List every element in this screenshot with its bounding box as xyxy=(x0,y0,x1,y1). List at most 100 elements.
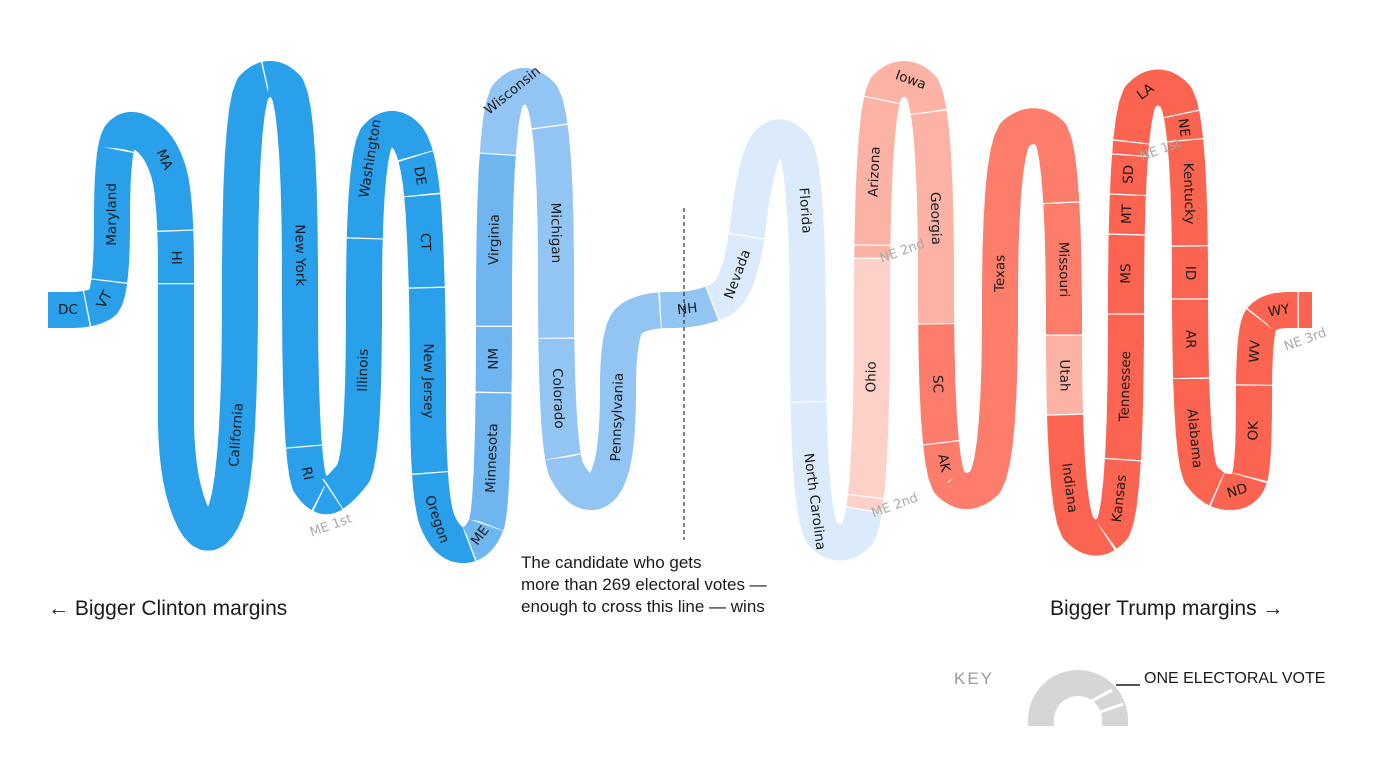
state-segment xyxy=(1167,139,1208,247)
state-label: WV xyxy=(1246,339,1263,363)
state-segment xyxy=(699,229,765,320)
state-label: SD xyxy=(1120,165,1137,185)
state-segment xyxy=(157,227,194,301)
state-segment xyxy=(1043,202,1082,336)
key-arc-divider xyxy=(1099,702,1124,714)
state-label: Virginia xyxy=(486,214,503,265)
state-label: MS xyxy=(1118,263,1134,283)
state-segment xyxy=(1232,368,1272,492)
state-label: Colorado xyxy=(549,368,567,429)
state-label: MT xyxy=(1119,203,1136,224)
state-label: Pennsylvania xyxy=(608,373,627,462)
state-segment xyxy=(73,266,128,327)
state-segment xyxy=(1172,288,1210,380)
state-label: Alabama xyxy=(1183,408,1205,469)
state-label: Indiana xyxy=(1058,462,1080,514)
state-label: California xyxy=(226,402,247,467)
state-segment xyxy=(469,391,512,541)
state-label: Kansas xyxy=(1109,474,1130,523)
key-arc xyxy=(1028,670,1140,726)
state-segment xyxy=(1104,313,1144,473)
state-label: Ohio xyxy=(863,361,879,392)
state-label: Utah xyxy=(1056,359,1072,391)
state-segment xyxy=(346,111,433,240)
state-label: AR xyxy=(1182,330,1198,349)
state-label: WY xyxy=(1267,301,1292,320)
state-segment xyxy=(476,150,516,326)
threshold-note-line: more than 269 electoral votes — xyxy=(521,575,767,594)
segment-divider xyxy=(1043,201,1080,206)
state-label: NE 3rd xyxy=(1282,325,1328,354)
state-label: NM xyxy=(486,348,502,370)
key-arc-shape xyxy=(1028,670,1128,726)
state-label: Texas xyxy=(992,255,1009,294)
state-segment xyxy=(408,287,448,490)
state-segment xyxy=(538,321,581,462)
state-label: MA xyxy=(153,147,176,173)
state-label: ID xyxy=(1182,266,1198,280)
state-segment xyxy=(531,118,575,339)
state-segment xyxy=(453,509,504,562)
state-label: Missouri xyxy=(1055,242,1072,298)
state-segment xyxy=(910,110,955,327)
state-label: DC xyxy=(58,302,78,318)
state-segment xyxy=(918,324,959,458)
threshold-note: The candidate who gets more than 269 ele… xyxy=(521,552,841,618)
electoral-snake-diagram: DC VT Maryland MA HI California New York RI ME 1… xyxy=(30,61,1330,563)
state-segment xyxy=(30,290,105,328)
state-segment xyxy=(1091,457,1141,550)
segment-divider xyxy=(728,231,765,240)
state-label: AK xyxy=(934,453,953,475)
state-segment xyxy=(846,489,884,526)
state-label: NE xyxy=(1174,117,1192,138)
state-segment xyxy=(728,119,827,421)
state-label: New York xyxy=(292,224,309,286)
state-segment xyxy=(479,68,568,160)
state-segment xyxy=(923,441,966,492)
state-label: HI xyxy=(168,251,184,265)
state-segment xyxy=(412,469,487,563)
state-label: RI xyxy=(298,465,316,481)
state-label: Kentucky xyxy=(1180,163,1198,225)
state-segment xyxy=(250,61,323,458)
state-segment xyxy=(864,61,947,129)
state-label: Tennessee xyxy=(1117,351,1135,423)
key-label: KEY xyxy=(954,669,995,688)
clinton-margins-caption: ← Bigger Clinton margins xyxy=(48,597,288,620)
state-segment xyxy=(1163,101,1204,157)
state-label: DE xyxy=(410,165,429,186)
state-segment xyxy=(286,441,339,513)
state-segment xyxy=(847,257,891,504)
trump-margins-caption: Bigger Trump margins → xyxy=(1050,597,1284,620)
state-segment xyxy=(931,108,1080,509)
key-one-electoral-vote: ONE ELECTORAL VOTE xyxy=(1144,670,1326,687)
key-arc-divider xyxy=(1089,688,1113,704)
state-segment xyxy=(1108,224,1145,314)
state-label: Minnesota xyxy=(483,423,502,493)
state-segment xyxy=(1046,335,1084,416)
state-segment xyxy=(1173,361,1235,507)
state-segment xyxy=(854,95,900,256)
state-segment xyxy=(790,401,882,561)
state-segment xyxy=(649,285,731,329)
state-segment xyxy=(545,292,679,510)
state-segment xyxy=(91,138,134,292)
state-segment xyxy=(158,61,283,551)
state-label: ME 1st xyxy=(308,511,354,540)
state-segment xyxy=(1236,303,1279,391)
state-label: Georgia xyxy=(927,192,944,245)
state-segment xyxy=(98,112,194,247)
state-label: Florida xyxy=(795,187,814,234)
threshold-note-line: enough to cross this line — wins xyxy=(521,597,765,616)
state-label: VT xyxy=(93,288,116,312)
state-segment xyxy=(475,314,512,394)
state-segment xyxy=(1108,185,1146,235)
state-label: Arizona xyxy=(866,146,884,197)
state-segment xyxy=(1202,460,1268,510)
state-label: Michigan xyxy=(547,203,564,264)
state-label: SC xyxy=(929,375,946,394)
segment-divider xyxy=(847,492,884,500)
state-segment xyxy=(1243,292,1316,337)
state-segment xyxy=(1113,69,1200,144)
state-segment xyxy=(316,233,383,511)
